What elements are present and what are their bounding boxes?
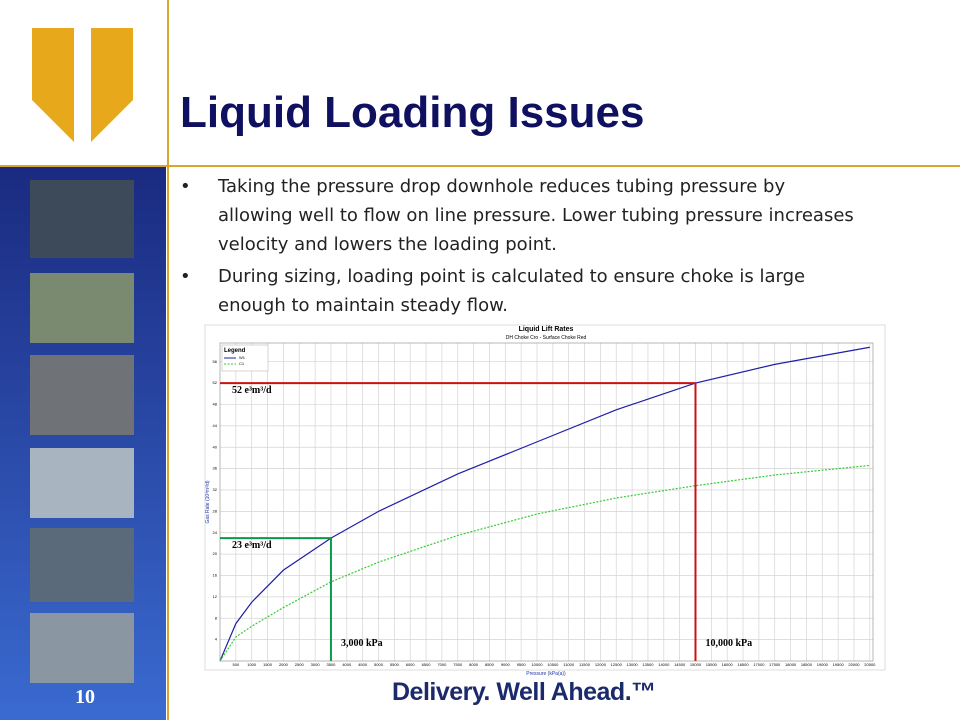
chart-title: Liquid Lift Rates bbox=[519, 326, 574, 333]
x-tick-label: 17500 bbox=[769, 662, 781, 667]
x-tick-label: 15000 bbox=[690, 662, 702, 667]
x-tick-label: 7000 bbox=[437, 662, 447, 667]
photo bbox=[30, 355, 134, 435]
x-tick-label: 18500 bbox=[801, 662, 813, 667]
x-tick-label: 4500 bbox=[358, 662, 368, 667]
y-tick-label: 4 bbox=[215, 637, 218, 642]
x-axis-label: Pressure (kPa(a)) bbox=[526, 671, 566, 677]
x-tick-label: 10500 bbox=[547, 662, 559, 667]
series-line bbox=[219, 464, 870, 662]
footer-tagline: Delivery. Well Ahead.™ bbox=[392, 678, 656, 706]
x-tick-label: 6000 bbox=[406, 662, 416, 667]
x-tick-label: 9000 bbox=[501, 662, 511, 667]
legend-label: W1 bbox=[239, 355, 246, 360]
x-tick-label: 20500 bbox=[864, 662, 876, 667]
x-tick-label: 3000 bbox=[311, 662, 321, 667]
x-tick-label: 2500 bbox=[295, 662, 305, 667]
bullet-text: During sizing, loading point is calculat… bbox=[218, 266, 806, 316]
x-tick-label: 2000 bbox=[279, 662, 289, 667]
x-tick-label: 1500 bbox=[263, 662, 273, 667]
y-tick-label: 36 bbox=[213, 466, 218, 471]
photo bbox=[30, 180, 134, 258]
chart: Liquid Lift Rates DH Choke Cro - Surface … bbox=[205, 326, 876, 677]
x-tick-label: 15500 bbox=[706, 662, 718, 667]
x-tick-label: 6500 bbox=[422, 662, 432, 667]
y-tick-label: 28 bbox=[213, 508, 218, 513]
bullet-list: • Taking the pressure drop downhole reduc… bbox=[178, 172, 858, 323]
y-tick-label: 40 bbox=[213, 444, 218, 449]
bullet: • During sizing, loading point is calcula… bbox=[178, 262, 858, 320]
x-tick-label: 13500 bbox=[642, 662, 654, 667]
y-tick-label: 48 bbox=[213, 402, 218, 407]
plot-border bbox=[219, 342, 874, 662]
x-tick-label: 20000 bbox=[848, 662, 860, 667]
x-tick-label: 11500 bbox=[579, 662, 591, 667]
reference-x-label: 3,000 kPa bbox=[341, 638, 383, 649]
x-tick-label: 5500 bbox=[390, 662, 400, 667]
logo-left bbox=[32, 28, 74, 142]
photo bbox=[30, 528, 134, 602]
x-tick-label: 4000 bbox=[342, 662, 352, 667]
bullet: • Taking the pressure drop downhole reduc… bbox=[178, 172, 858, 259]
photo bbox=[30, 448, 134, 518]
x-tick-label: 7500 bbox=[453, 662, 463, 667]
photo bbox=[30, 273, 134, 343]
x-tick-label: 19500 bbox=[833, 662, 845, 667]
photo bbox=[30, 613, 134, 683]
x-tick-label: 5000 bbox=[374, 662, 384, 667]
x-tick-label: 16500 bbox=[737, 662, 749, 667]
y-tick-label: 8 bbox=[215, 615, 218, 620]
bullet-dot: • bbox=[180, 266, 191, 287]
x-tick-label: 500 bbox=[233, 662, 240, 667]
x-tick-label: 9500 bbox=[517, 662, 527, 667]
y-tick-label: 16 bbox=[213, 573, 218, 578]
x-tick-label: 16000 bbox=[722, 662, 734, 667]
y-tick-label: 12 bbox=[213, 594, 218, 599]
x-tick-label: 3500 bbox=[326, 662, 336, 667]
y-tick-label: 24 bbox=[213, 530, 218, 535]
bullet-dot: • bbox=[180, 176, 191, 197]
x-tick-label: 13000 bbox=[627, 662, 639, 667]
x-tick-label: 19000 bbox=[817, 662, 829, 667]
x-tick-label: 11000 bbox=[563, 662, 575, 667]
slide-number: 10 bbox=[75, 686, 95, 708]
series-line bbox=[219, 346, 870, 662]
x-tick-label: 14000 bbox=[658, 662, 670, 667]
y-axis-label: Gas Rate (10³m³/d) bbox=[205, 480, 211, 523]
x-tick-label: 10000 bbox=[531, 662, 543, 667]
x-tick-label: 8500 bbox=[485, 662, 495, 667]
y-tick-label: 56 bbox=[213, 359, 218, 364]
x-tick-label: 14500 bbox=[674, 662, 686, 667]
reference-x-label: 10,000 kPa bbox=[705, 638, 752, 649]
chart-subtitle: DH Choke Cro - Surface Choke Red bbox=[506, 335, 587, 341]
y-tick-label: 44 bbox=[213, 423, 218, 428]
reference-y-label: 23 e³m³/d bbox=[232, 540, 272, 551]
x-tick-label: 12000 bbox=[595, 662, 607, 667]
y-tick-label: 20 bbox=[213, 551, 218, 556]
bullet-text: Taking the pressure drop downhole reduce… bbox=[218, 176, 854, 255]
x-tick-label: 8000 bbox=[469, 662, 479, 667]
x-tick-label: 17000 bbox=[753, 662, 765, 667]
logo-right bbox=[91, 28, 133, 142]
slide-title: Liquid Loading Issues bbox=[180, 88, 645, 137]
reference-y-label: 52 e³m³/d bbox=[232, 385, 272, 396]
y-tick-label: 52 bbox=[213, 380, 218, 385]
x-tick-label: 12500 bbox=[611, 662, 623, 667]
legend-title: Legend bbox=[224, 348, 246, 354]
legend-label: C1 bbox=[239, 361, 245, 366]
x-tick-label: 1000 bbox=[247, 662, 257, 667]
y-tick-label: 32 bbox=[213, 487, 218, 492]
x-tick-label: 18000 bbox=[785, 662, 797, 667]
